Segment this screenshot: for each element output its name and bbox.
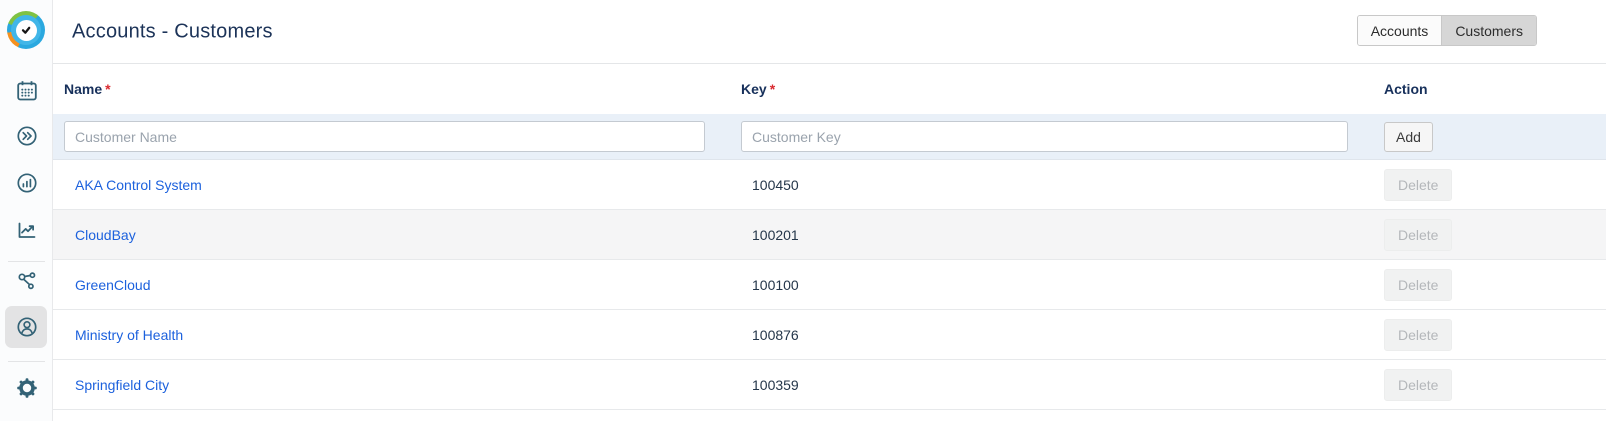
toggle-customers-button[interactable]: Customers <box>1441 16 1536 45</box>
toggle-accounts-button[interactable]: Accounts <box>1357 16 1442 45</box>
delete-button[interactable]: Delete <box>1384 318 1453 351</box>
page-header: Accounts - Customers Accounts Customers <box>53 0 1606 64</box>
sidebar-item-chart[interactable] <box>0 171 53 195</box>
required-marker: * <box>105 81 111 97</box>
customer-key: 100201 <box>752 226 799 243</box>
customer-key: 100359 <box>752 376 799 393</box>
sidebar-item-settings[interactable] <box>0 376 53 400</box>
add-customer-row: Add <box>53 114 1606 160</box>
sidebar-item-customers[interactable] <box>0 315 53 339</box>
required-marker: * <box>769 81 776 97</box>
customer-key-input[interactable] <box>741 121 1348 152</box>
double-chevron-right-icon <box>16 126 37 146</box>
table-row: GreenCloud 100100 Delete <box>53 260 1606 310</box>
calendar-icon <box>16 81 37 101</box>
page-title: Accounts - Customers <box>72 20 273 42</box>
view-toggle: Accounts Customers <box>1356 15 1537 46</box>
sidebar <box>0 0 53 421</box>
table-row: AKA Control System 100450 Delete <box>53 160 1606 210</box>
column-header-key: Key * <box>741 81 776 97</box>
customer-link[interactable]: CloudBay <box>75 226 136 243</box>
customer-key: 100450 <box>752 176 799 193</box>
sidebar-divider <box>8 361 45 362</box>
customer-key: 100876 <box>752 326 799 343</box>
table-row: Springfield City 100359 Delete <box>53 360 1606 410</box>
table-header-row: Name * Key * Action <box>53 64 1606 114</box>
sidebar-item-teams[interactable] <box>0 269 53 293</box>
gear-icon <box>16 378 37 398</box>
table-row: CloudBay 100201 Delete <box>53 210 1606 260</box>
app-logo[interactable] <box>7 11 45 49</box>
network-share-icon <box>17 272 35 290</box>
delete-button[interactable]: Delete <box>1384 218 1453 251</box>
user-circle-icon <box>16 317 37 337</box>
column-header-name: Name * <box>64 81 111 97</box>
sidebar-item-reports[interactable] <box>0 218 53 242</box>
main-content: Accounts - Customers Accounts Customers … <box>53 0 1606 421</box>
trend-line-icon <box>18 222 35 238</box>
delete-button[interactable]: Delete <box>1384 168 1453 201</box>
sidebar-item-calendar[interactable] <box>0 79 53 103</box>
delete-button[interactable]: Delete <box>1384 368 1453 401</box>
bar-chart-circle-icon <box>16 173 37 193</box>
app-logo-check-icon <box>15 19 37 41</box>
column-header-action: Action <box>1384 81 1428 97</box>
customer-name-input[interactable] <box>64 121 705 152</box>
customer-link[interactable]: AKA Control System <box>75 176 202 193</box>
add-button[interactable]: Add <box>1384 121 1433 152</box>
delete-button[interactable]: Delete <box>1384 268 1453 301</box>
table-row: Ministry of Health 100876 Delete <box>53 310 1606 360</box>
customer-link[interactable]: GreenCloud <box>75 276 151 293</box>
customer-link[interactable]: Springfield City <box>75 376 170 393</box>
sidebar-divider <box>8 261 45 262</box>
customer-key: 100100 <box>752 276 799 293</box>
customer-link[interactable]: Ministry of Health <box>75 326 184 343</box>
sidebar-item-forward[interactable] <box>0 124 53 148</box>
